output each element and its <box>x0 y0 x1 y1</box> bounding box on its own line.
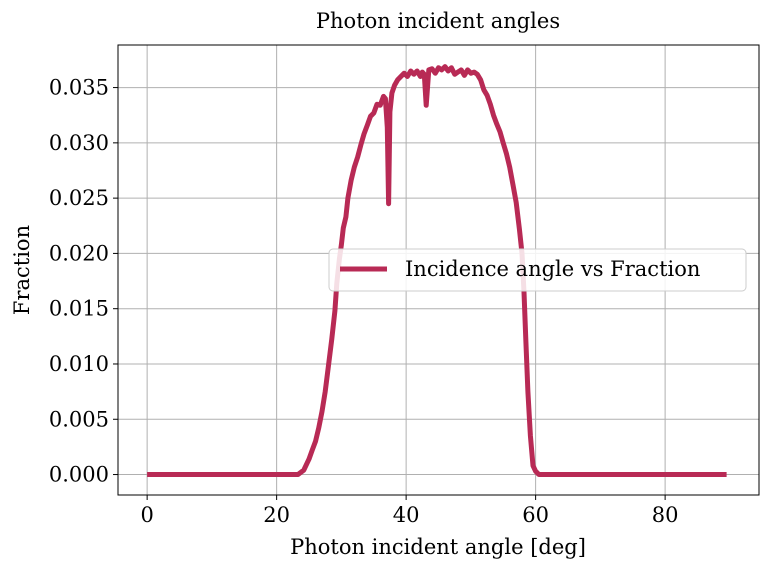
y-tick-label: 0.035 <box>49 76 109 100</box>
y-tick-label: 0.010 <box>49 352 109 376</box>
x-tick-label: 80 <box>652 503 679 527</box>
y-axis-label: Fraction <box>10 225 34 315</box>
x-tick-label: 20 <box>263 503 290 527</box>
y-tick-label: 0.015 <box>49 297 109 321</box>
legend-box <box>328 248 747 292</box>
x-tick-label: 40 <box>393 503 420 527</box>
y-tick-label: 0.000 <box>49 463 109 487</box>
plot-frame <box>117 44 760 496</box>
x-tick-label: 60 <box>522 503 549 527</box>
x-axis-label: Photon incident angle [deg] <box>290 535 586 559</box>
y-tick-label: 0.025 <box>49 186 109 210</box>
series-layer <box>147 64 727 477</box>
legend-label: Incidence angle vs Fraction <box>405 257 700 281</box>
x-tick-label: 0 <box>140 503 153 527</box>
x-axis-ticks: 0 20 40 60 80 <box>140 495 678 527</box>
y-tick-label: 0.005 <box>49 407 109 431</box>
y-axis-ticks: 0.000 0.005 0.010 0.015 0.020 0.025 0.030 0.035 <box>49 76 118 487</box>
chart-title: Photon incident angles <box>316 9 560 33</box>
legend: Incidence angle vs Fraction <box>328 248 747 292</box>
y-tick-label: 0.020 <box>49 241 109 265</box>
series-line-0 <box>147 64 727 477</box>
y-tick-label: 0.030 <box>49 131 109 155</box>
